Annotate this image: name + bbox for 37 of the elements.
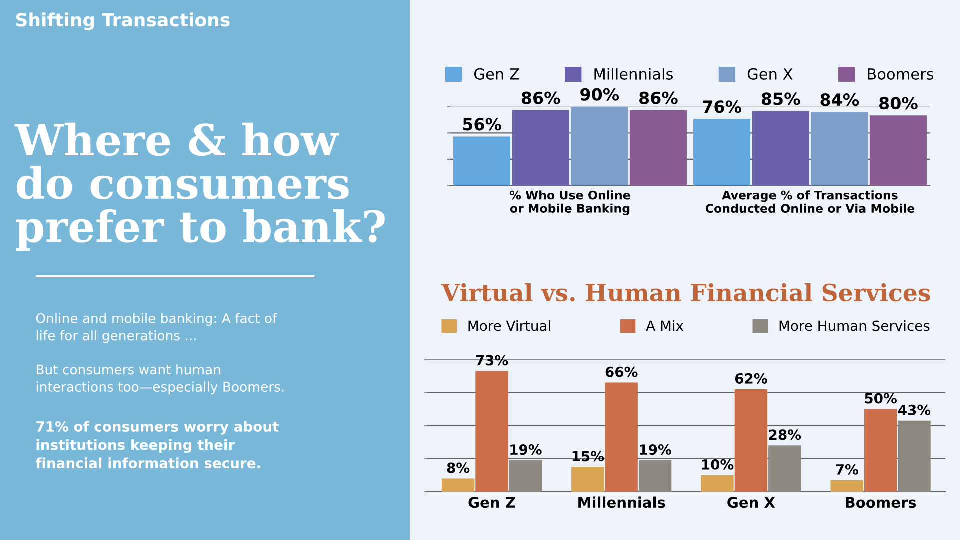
- legend-label: Millennials: [594, 68, 673, 80]
- data-label: 56%: [463, 118, 502, 131]
- data-label: 19%: [640, 444, 672, 456]
- x-tick-label: Boomers: [846, 497, 916, 508]
- text: Online and mobile banking: A fact of life for all generations ...: [36, 313, 278, 344]
- data-label: 19%: [510, 444, 542, 456]
- data-label: 43%: [898, 404, 931, 416]
- data-label: 86%: [522, 92, 560, 104]
- legend-label: More Human Services: [780, 320, 930, 332]
- legend-label: Boomers: [868, 68, 934, 80]
- data-label: 90%: [580, 88, 620, 101]
- x-tick-label: Average % of Transactions Conducted Online or Via Mobile: [706, 190, 915, 214]
- data-label: 62%: [735, 373, 768, 384]
- data-label: 85%: [762, 92, 800, 106]
- text: But consumers want human interactions too—especially Boomers.: [36, 364, 284, 395]
- data-label: 8%: [447, 462, 470, 474]
- data-label: 10%: [702, 459, 734, 470]
- legend-label: More Virtual: [468, 320, 550, 332]
- x-tick-label: Millennials: [578, 496, 666, 508]
- x-tick-label: Gen X: [728, 497, 776, 508]
- data-label: 73%: [476, 355, 508, 366]
- data-label: 84%: [820, 94, 860, 106]
- text: 71% of consumers worry about institutions keeping their financial information secure.: [36, 421, 279, 469]
- chart-title: Virtual vs. Human Financial Services: [441, 283, 930, 302]
- legend-label: A Mix: [646, 320, 684, 332]
- data-label: 86%: [640, 92, 678, 104]
- data-label: 66%: [606, 366, 638, 378]
- data-label: 28%: [769, 430, 802, 440]
- x-tick-label: Gen Z: [468, 497, 516, 508]
- data-label: 50%: [865, 393, 897, 404]
- x-tick-label: % Who Use Online or Mobile Banking: [510, 190, 630, 216]
- text: Where & how do consumers prefer to bank?: [14, 122, 385, 252]
- legend-label: Gen Z: [474, 68, 520, 80]
- data-label: 80%: [880, 97, 918, 110]
- text: Shifting Transactions: [16, 12, 230, 30]
- legend-label: Gen X: [748, 68, 793, 80]
- data-label: 7%: [836, 464, 858, 475]
